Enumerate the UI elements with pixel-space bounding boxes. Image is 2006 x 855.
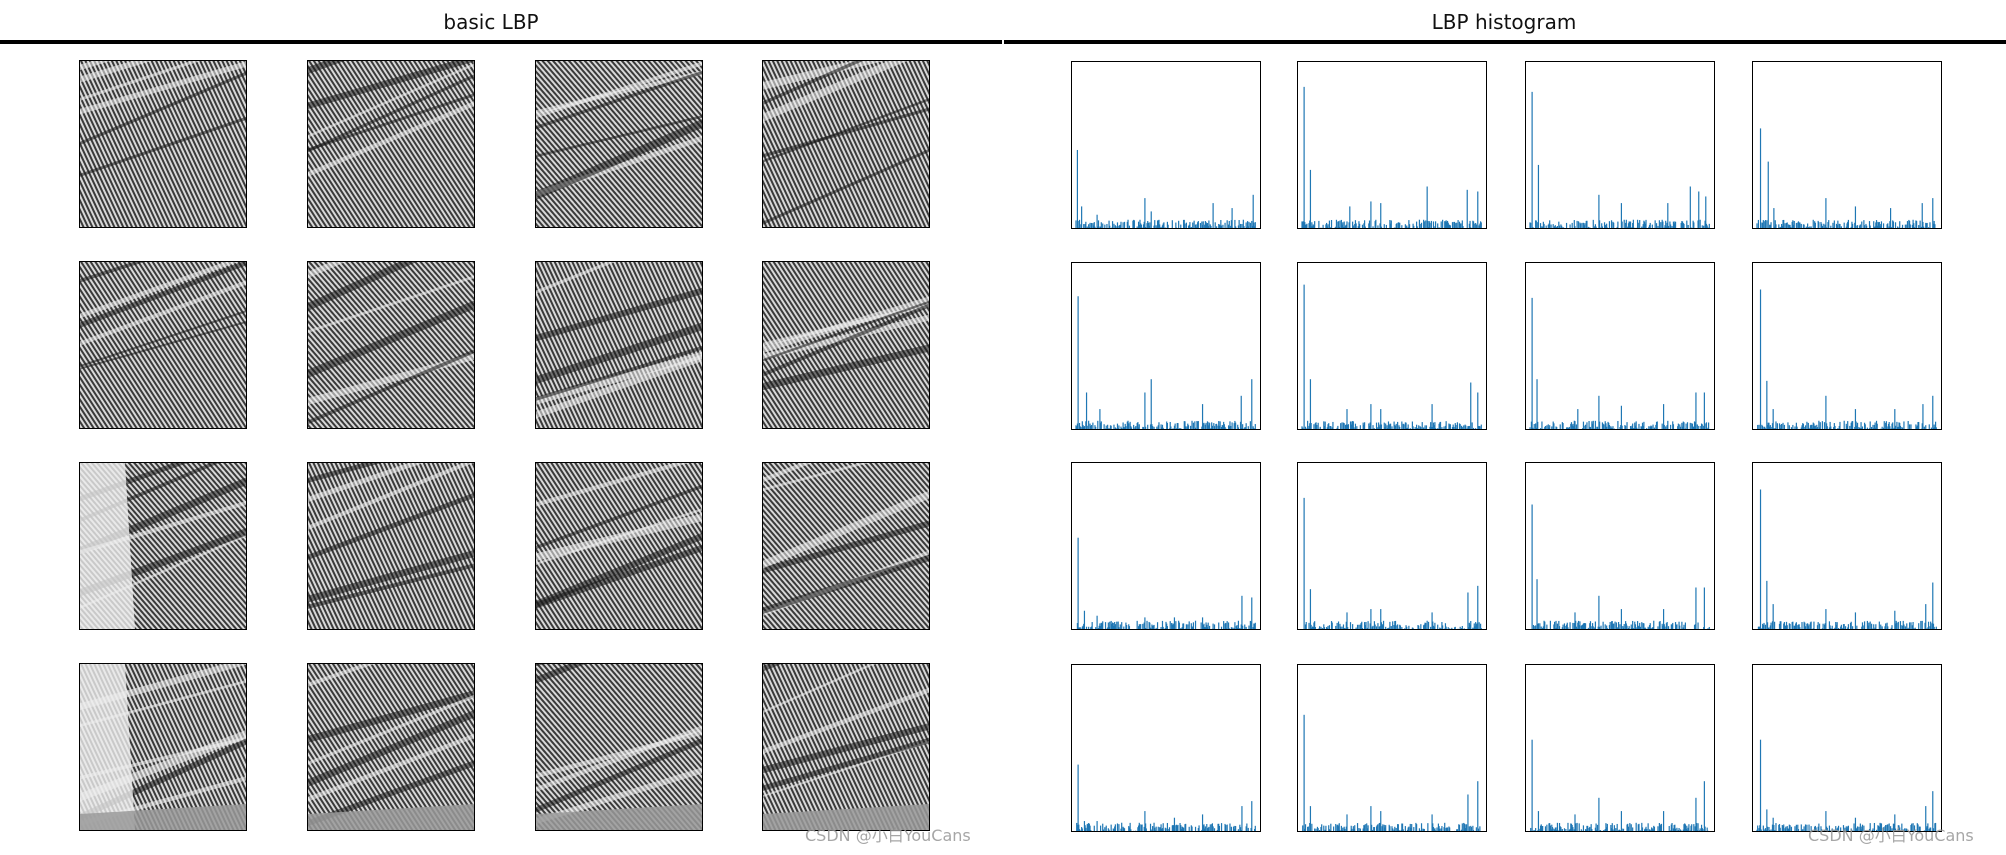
lbp-histogram-subplot <box>1525 664 1715 832</box>
lbp-texture-pattern <box>80 61 246 227</box>
lbp-texture-pattern <box>308 664 474 830</box>
lbp-texture-image <box>79 60 247 228</box>
lbp-texture-pattern <box>536 463 702 629</box>
watermark-left: CSDN @小白YouCans <box>805 826 971 845</box>
lbp-histogram-subplot <box>1752 664 1942 832</box>
histogram-plot-area <box>1303 497 1482 629</box>
histogram-plot-area <box>1301 284 1482 429</box>
lbp-texture-pattern <box>308 262 474 428</box>
lbp-texture-image <box>307 261 475 429</box>
histogram-plot-area <box>1302 714 1481 831</box>
lbp-texture-image <box>307 462 475 630</box>
histogram-plot-area <box>1531 504 1710 629</box>
lbp-texture-image <box>79 663 247 831</box>
lbp-texture-image <box>79 261 247 429</box>
histogram-plot-area <box>1757 489 1937 629</box>
lbp-texture-pattern <box>308 61 474 227</box>
lbp-histogram-subplot <box>1071 262 1261 430</box>
lbp-histogram-subplot <box>1071 462 1261 630</box>
histogram-plot-area <box>1075 296 1256 429</box>
histogram-plot-area <box>1076 764 1256 831</box>
lbp-texture-pattern <box>536 664 702 830</box>
lbp-texture-image <box>762 60 930 228</box>
lbp-texture-image <box>762 462 930 630</box>
lbp-histogram-subplot <box>1525 61 1715 229</box>
histogram-panel-title: LBP histogram <box>1431 10 1577 34</box>
lbp-texture-pattern <box>763 664 929 830</box>
histogram-panel-rule <box>1004 40 2006 44</box>
histogram-plot-area <box>1529 297 1710 429</box>
lbp-histogram-subplot <box>1297 664 1487 832</box>
lbp-texture-pattern <box>763 262 929 428</box>
lbp-texture-pattern <box>80 664 246 830</box>
lbp-texture-pattern <box>536 61 702 227</box>
lbp-texture-image <box>535 261 703 429</box>
lbp-texture-image <box>762 663 930 831</box>
lbp-panel-rule <box>0 40 1002 44</box>
lbp-texture-image <box>535 462 703 630</box>
lbp-histogram-subplot <box>1525 262 1715 430</box>
lbp-panel-title: basic LBP <box>443 10 539 34</box>
histogram-plot-area <box>1530 739 1709 831</box>
lbp-texture-pattern <box>80 463 246 629</box>
histogram-plot-area <box>1756 128 1936 228</box>
lbp-histogram-subplot <box>1525 462 1715 630</box>
lbp-texture-pattern <box>80 262 246 428</box>
histogram-plot-area <box>1529 91 1710 228</box>
lbp-texture-pattern <box>308 463 474 629</box>
lbp-histogram-subplot <box>1297 61 1487 229</box>
lbp-texture-image <box>762 261 930 429</box>
lbp-histogram-subplot <box>1752 462 1942 630</box>
lbp-texture-image <box>535 663 703 831</box>
lbp-histogram-subplot <box>1297 462 1487 630</box>
lbp-histogram-subplot <box>1071 61 1261 229</box>
lbp-texture-pattern <box>763 463 929 629</box>
histogram-plot-area <box>1756 739 1937 831</box>
histogram-plot-area <box>1757 289 1937 429</box>
watermark-right: CSDN @小白YouCans <box>1808 826 1974 845</box>
lbp-texture-image <box>535 60 703 228</box>
lbp-texture-image <box>79 462 247 630</box>
histogram-plot-area <box>1075 149 1256 228</box>
histogram-plot-area <box>1301 86 1482 228</box>
lbp-texture-image <box>307 60 475 228</box>
lbp-texture-pattern <box>536 262 702 428</box>
lbp-histogram-subplot <box>1752 61 1942 229</box>
lbp-histogram-subplot <box>1752 262 1942 430</box>
lbp-texture-pattern <box>763 61 929 227</box>
lbp-histogram-subplot <box>1297 262 1487 430</box>
histogram-plot-area <box>1076 537 1256 629</box>
lbp-histogram-subplot <box>1071 664 1261 832</box>
lbp-texture-image <box>307 663 475 831</box>
